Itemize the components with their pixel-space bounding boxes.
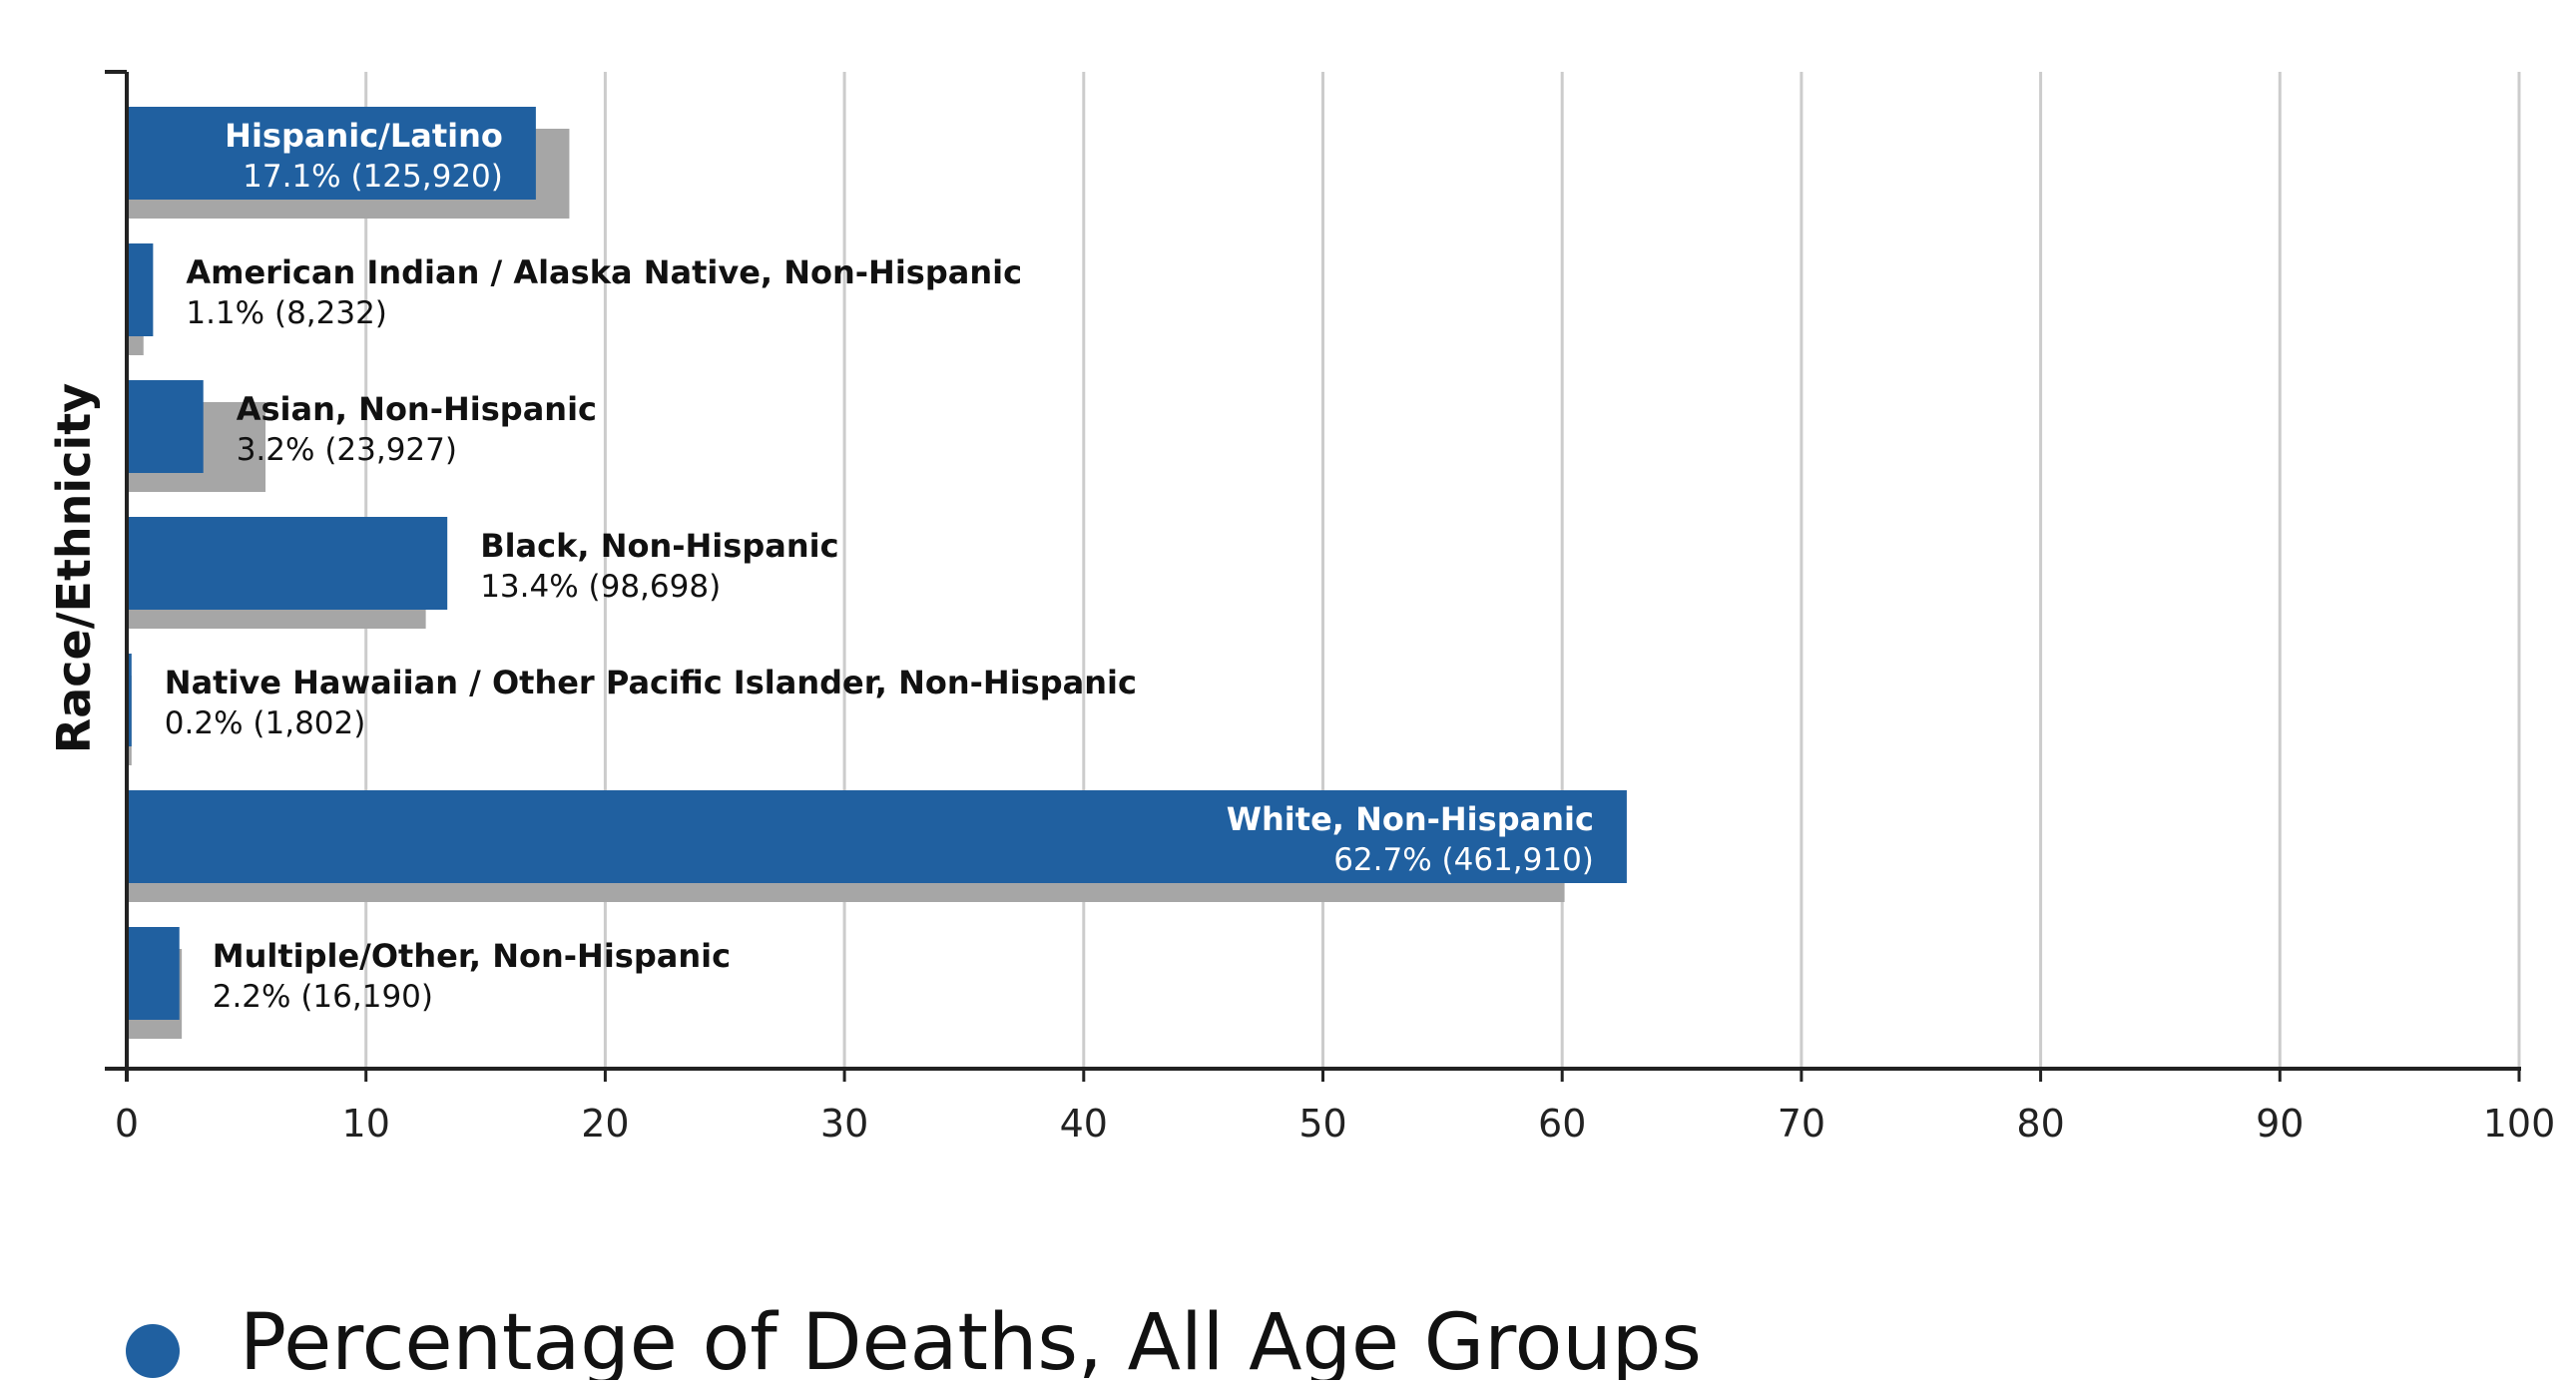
bar-category-label: Hispanic/Latino [225,117,503,155]
x-tick-label: 90 [2256,1102,2304,1146]
bar-category-label: American Indian / Alaska Native, Non-His… [186,253,1022,291]
bar-deaths [127,927,180,1020]
bar-data-label: 3.2% (23,927) [237,432,457,468]
x-tick-label: 30 [820,1102,868,1146]
labels-layer: Hispanic/Latino 17.1% (125,920) American I… [165,117,1594,1015]
x-tick-label: 80 [2016,1102,2064,1146]
axis-layer: 0 10 20 30 40 50 60 70 80 90 100 Race/Ethnicity [47,70,2556,1146]
bar-data-label: 2.2% (16,190) [213,979,433,1015]
bar-category-label: Native Hawaiian / Other Pacific Islander… [165,664,1137,701]
y-axis-title: Race/Ethnicity [47,383,101,753]
x-tick-label: 60 [1538,1102,1586,1146]
legend-marker [126,1324,180,1378]
x-tick-label: 40 [1060,1102,1108,1146]
bar-category-label: Asian, Non-Hispanic [237,390,597,428]
x-tick-label: 10 [342,1102,390,1146]
bar-data-label: 1.1% (8,232) [186,295,387,331]
bar-category-label: Black, Non-Hispanic [480,527,838,565]
bar-category-label: White, Non-Hispanic [1227,800,1594,838]
bar-deaths [127,243,154,336]
x-tick-label: 20 [581,1102,629,1146]
x-tick-label: 100 [2483,1102,2556,1146]
bar-deaths [127,654,132,746]
bars-layer [127,107,1627,1039]
bar-deaths [127,107,536,200]
bar-data-label: 62.7% (461,910) [1333,842,1594,878]
bar-data-label: 17.1% (125,920) [243,159,503,195]
bar-deaths [127,517,448,610]
legend-label: Percentage of Deaths, All Age Groups [240,1298,1702,1380]
bar-deaths [127,790,1627,883]
bar-data-label: 13.4% (98,698) [480,569,721,605]
legend: Percentage of Deaths, All Age Groups [126,1298,1702,1385]
x-tick-label: 50 [1298,1102,1346,1146]
bar-data-label: 0.2% (1,802) [165,705,366,741]
x-tick-label: 70 [1778,1102,1825,1146]
bar-category-label: Multiple/Other, Non-Hispanic [213,937,731,975]
bar-deaths [127,380,204,473]
grid-layer [364,72,2521,1069]
x-tick-label: 0 [115,1102,139,1146]
